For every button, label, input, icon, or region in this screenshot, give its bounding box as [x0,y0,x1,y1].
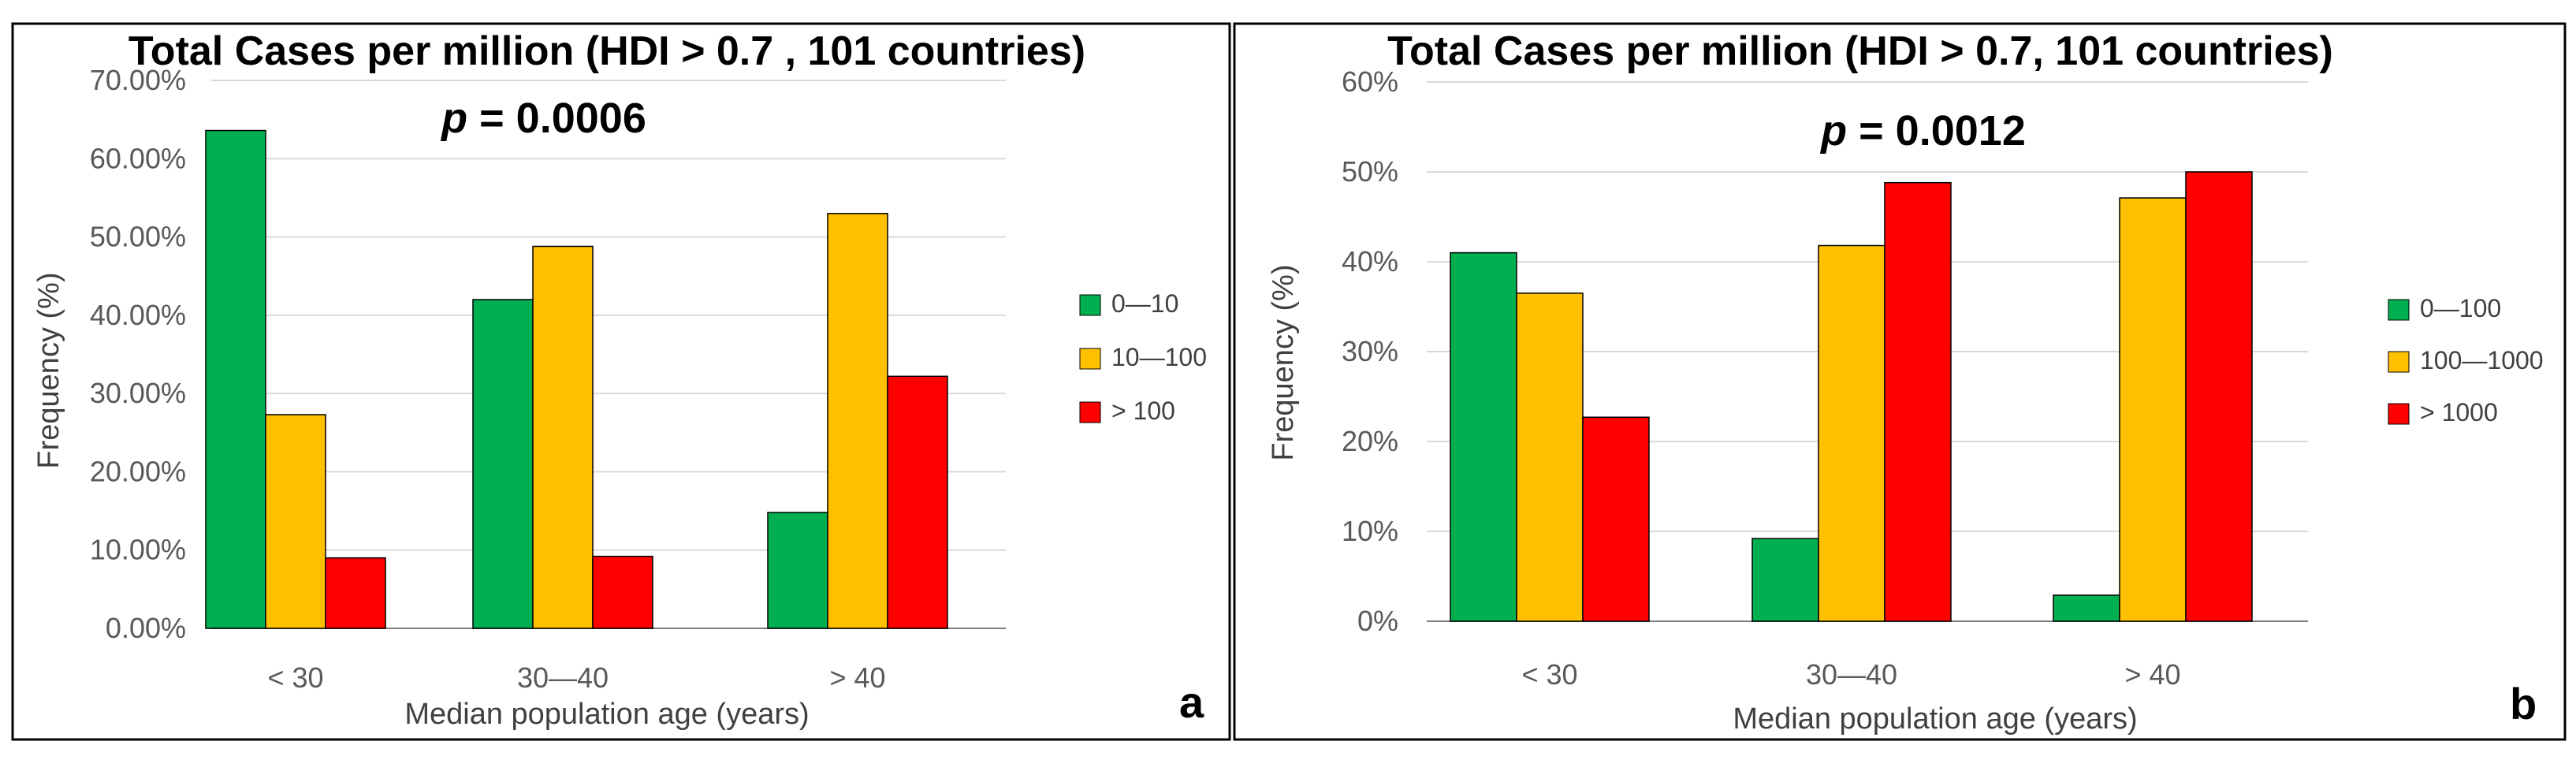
panel-a-bars [205,129,948,629]
panel-a-y-ticks: 0.00% 10.00% 20.00% 30.00% 40.00% 50.00% 60.00… [90,64,186,644]
bar-red [887,375,948,629]
panel-b-y-ticks: 0% 10% 20% 30% 40% 50% 60% [1342,65,1398,637]
legend-label: 0—100 [2420,294,2501,322]
bar-green [767,512,828,629]
panel-b-p-number: = 0.0012 [1847,107,2026,155]
panel-b-plot: 0% 10% 20% 30% 40% 50% 60% < 30 30—40 > 40 [1342,65,2308,691]
legend-swatch-green [2388,299,2410,321]
y-tick-label: 60.00% [90,142,186,174]
x-tick-label: 30—40 [1806,658,1897,691]
x-tick-label: 30—40 [517,661,609,694]
panel-b: 0% 10% 20% 30% 40% 50% 60% < 30 30—40 > 40 Total… [1233,22,2567,741]
panel-b-x-ticks: < 30 30—40 > 40 [1521,658,2180,691]
bar-red [1582,416,1650,622]
panel-a-title: Total Cases per million (HDI > 0.7 , 101… [128,28,1085,74]
legend-label: 0—10 [1111,289,1178,318]
y-tick-label: 40.00% [90,299,186,331]
panel-b-y-axis-label: Frequency (%) [1267,264,1300,460]
legend-swatch-green [1079,294,1101,316]
bar-yellow [532,245,594,629]
bar-yellow [265,414,326,629]
y-tick-label: 50.00% [90,221,186,253]
bar-yellow [1818,244,1885,622]
bar-red [2185,171,2253,622]
y-tick-label: 30.00% [90,377,186,409]
y-tick-label: 60% [1342,65,1398,98]
x-tick-label: < 30 [267,661,323,694]
panel-a-p-symbol: p [440,95,467,142]
legend-label: 10—100 [1111,343,1207,371]
panel-b-x-axis-label: Median population age (years) [1733,702,2137,736]
y-tick-label: 0.00% [106,612,186,644]
bar-yellow [2119,197,2187,622]
panel-a: 0.00% 10.00% 20.00% 30.00% 40.00% 50.00% 60.00… [11,22,1231,741]
legend-swatch-red [1079,401,1101,423]
panel-a-y-axis-label: Frequency (%) [32,272,65,468]
bar-yellow [827,213,888,629]
legend-label: 100—1000 [2420,346,2544,374]
y-tick-label: 70.00% [90,64,186,96]
bar-green [2053,594,2120,622]
y-tick-label: 50% [1342,155,1398,188]
x-tick-label: > 40 [2124,658,2180,691]
panel-b-letter: b [2510,679,2537,728]
x-tick-label: > 40 [829,661,885,694]
y-tick-label: 10.00% [90,534,186,566]
bar-yellow [1516,292,1584,622]
legend-swatch-red [2388,403,2410,425]
panel-b-title: Total Cases per million (HDI > 0.7, 101 … [1387,28,2333,74]
bar-red [1884,181,1952,622]
legend-label: > 100 [1111,397,1175,425]
legend-swatch-yellow [1079,348,1101,370]
panel-a-x-axis-label: Median population age (years) [404,698,809,731]
panel-b-p-value: p = 0.0012 [1819,107,2026,155]
y-tick-label: 20.00% [90,455,186,487]
panel-a-letter: a [1179,677,1204,727]
panel-a-p-number: = 0.0006 [467,95,646,142]
y-tick-label: 10% [1342,515,1398,547]
x-tick-label: < 30 [1521,658,1577,691]
bar-green [1751,538,1819,622]
panel-b-bars [1450,171,2253,622]
legend-label: > 1000 [2420,398,2498,427]
bar-green [472,299,534,629]
panel-a-legend: 0—10 10—100 > 100 [1079,289,1207,425]
y-tick-label: 40% [1342,245,1398,278]
legend-swatch-yellow [2388,351,2410,373]
panel-b-p-symbol: p [1819,107,1847,155]
panel-a-plot: 0.00% 10.00% 20.00% 30.00% 40.00% 50.00% 60.00… [90,64,1006,694]
y-tick-label: 30% [1342,335,1398,367]
bar-green [205,129,266,629]
panel-b-frame [1233,22,2567,741]
bar-red [592,555,653,629]
panel-a-p-value: p = 0.0006 [440,95,646,142]
y-tick-label: 20% [1342,425,1398,457]
panel-a-frame [11,22,1231,741]
bar-green [1450,251,1517,622]
bar-red [325,557,386,629]
panel-a-x-ticks: < 30 30—40 > 40 [267,661,885,694]
y-tick-label: 0% [1357,605,1398,637]
panel-b-legend: 0—100 100—1000 > 1000 [2388,294,2544,427]
